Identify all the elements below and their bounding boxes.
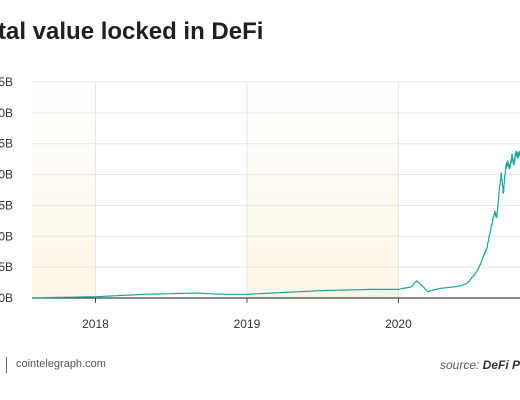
y-tick-label: 5B (0, 75, 13, 89)
y-tick-label: 5B (0, 137, 13, 151)
tvl-line-chart: 0B 5B 0B 5B 0B 5B 0B 5B 2018 2019 2020 (0, 75, 520, 331)
source-name: DeFi P (482, 358, 520, 372)
source-label: source: DeFi P (440, 358, 520, 372)
brand-label: cointelegraph.com (16, 358, 106, 370)
series-line (31, 150, 520, 299)
y-tick-label: 0B (0, 291, 13, 305)
y-tick-label: 0B (0, 106, 13, 120)
y-tick-label: 0B (0, 168, 13, 182)
y-tick-label: 0B (0, 229, 13, 243)
x-tick-label: 2020 (385, 317, 412, 331)
footer-divider (6, 357, 7, 373)
y-tick-label: 5B (0, 198, 13, 212)
x-tick-label: 2018 (82, 317, 109, 331)
chart-title: tal value locked in DeFi (0, 18, 264, 45)
source-prefix: source: (439, 358, 483, 372)
year-band (246, 82, 399, 298)
y-tick-label: 5B (0, 260, 13, 274)
year-band (32, 82, 96, 298)
x-tick-label: 2019 (234, 317, 261, 331)
